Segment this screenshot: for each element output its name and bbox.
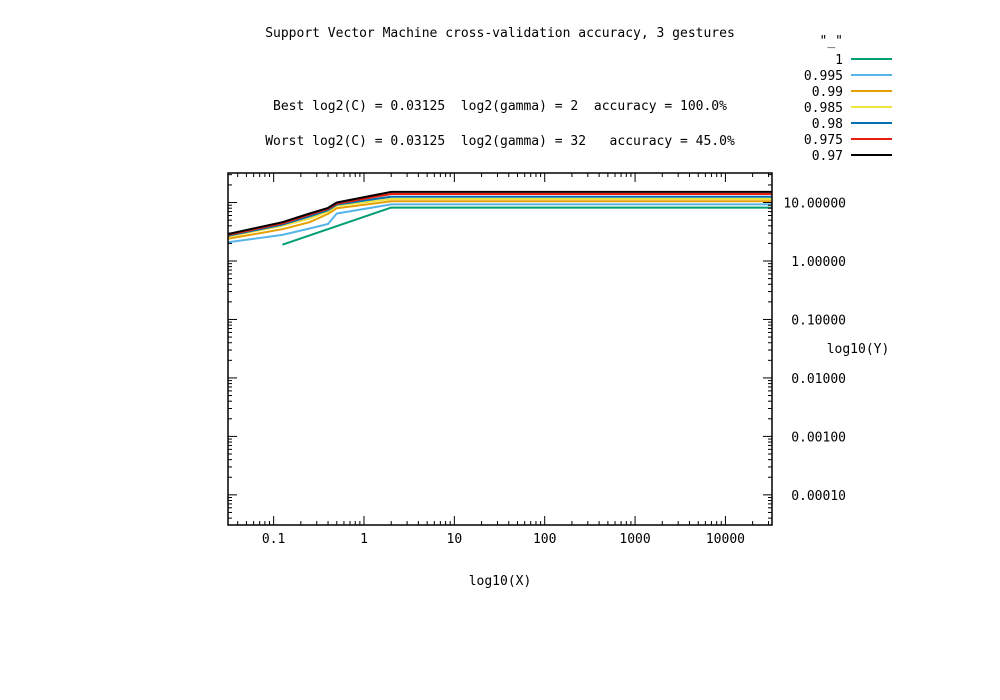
- y-tick-label: 0.01000: [791, 372, 846, 387]
- ticks-layer: 0.1 1 10 100 1000 10000 10.00000 1.00000 0.10000…: [228, 173, 846, 547]
- x-tick-label: 10000: [706, 532, 745, 547]
- y-axis-label: log10(Y): [827, 342, 890, 357]
- series-line: [228, 190, 772, 235]
- legend-label: 0.985: [804, 101, 843, 116]
- x-tick-label: 100: [533, 532, 556, 547]
- series-line: [228, 195, 772, 237]
- x-axis-label: log10(X): [469, 574, 532, 589]
- legend-label: 0.975: [804, 133, 843, 148]
- legend-label: 0.98: [812, 117, 843, 132]
- series-line: [282, 206, 772, 246]
- worst-annotation: Worst log2(C) = 0.03125 log2(gamma) = 32…: [265, 134, 735, 149]
- best-annotation: Best log2(C) = 0.03125 log2(gamma) = 2 a…: [273, 99, 727, 114]
- chart-title: Support Vector Machine cross-validation …: [265, 26, 735, 41]
- y-tick-label: 0.00100: [791, 430, 846, 445]
- y-tick-label: 1.00000: [791, 255, 846, 270]
- legend-label: 1: [835, 53, 843, 68]
- y-tick-label: 0.10000: [791, 313, 846, 328]
- series-layer: [228, 190, 772, 246]
- x-tick-label: 0.1: [262, 532, 285, 547]
- legend-label: 0.97: [812, 149, 843, 164]
- series-line: [228, 200, 772, 240]
- legend-label: 0.995: [804, 69, 843, 84]
- x-tick-label: 1000: [619, 532, 650, 547]
- y-tick-label: 0.00010: [791, 489, 846, 504]
- x-tick-label: 10: [447, 532, 463, 547]
- plot-frame: [227, 172, 773, 526]
- y-tick-label: 10.00000: [783, 197, 846, 212]
- legend-title: "_": [820, 34, 843, 49]
- series-line: [228, 198, 772, 238]
- legend-label: 0.99: [812, 85, 843, 100]
- x-tick-label: 1: [360, 532, 368, 547]
- series-line: [228, 203, 772, 244]
